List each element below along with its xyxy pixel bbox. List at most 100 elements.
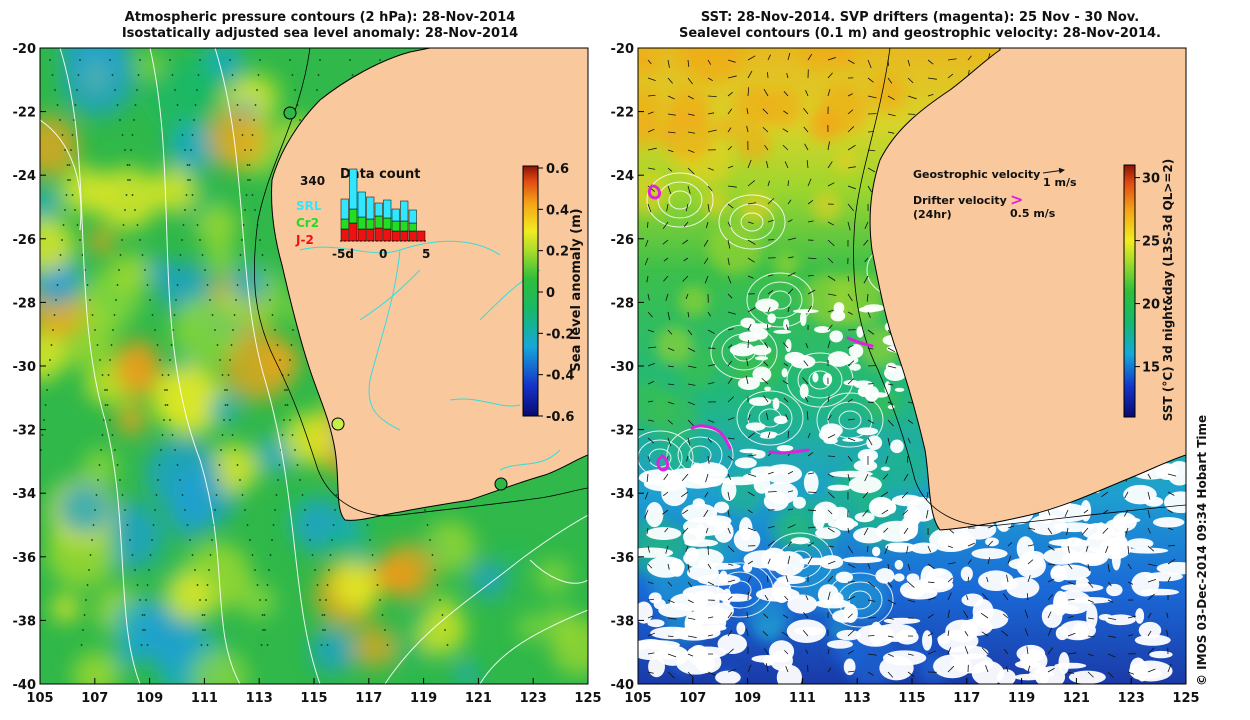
right-shelf-contour xyxy=(853,48,1186,527)
sst-colorbar-label: SST (°C) 3d night&day (L3S-3d QL>=2) xyxy=(1161,159,1175,422)
data-count-bar-7-2 xyxy=(400,200,409,222)
right-lat-label-9: -38 xyxy=(611,614,635,629)
imos-credit: © IMOS 03-Dec-2014 09:34 Hobart Time xyxy=(1195,414,1209,686)
data-count-bar-4-1 xyxy=(374,215,383,229)
left-lon-label-3: 111 xyxy=(191,691,218,706)
right-lat-label-3: -26 xyxy=(611,233,635,248)
data-count-bar-8-0 xyxy=(408,230,417,242)
inset-xtick-0: -5d xyxy=(332,247,354,261)
left-lat-label-7: -34 xyxy=(13,487,37,502)
inset-xtick-2: 5 xyxy=(422,247,430,261)
sla-cb-tick-6: -0.6 xyxy=(546,410,574,425)
right-lon-label-9: 123 xyxy=(1118,691,1145,706)
data-count-bar-0-1 xyxy=(340,218,349,230)
sst-cb-tick-0: 30 xyxy=(1142,172,1160,187)
velocity-legend: Geostrophic velocity 1 m/s Drifter veloc… xyxy=(913,167,1077,221)
sla-cb-tick-2: 0.2 xyxy=(546,245,569,260)
left-lat-label-10: -40 xyxy=(13,678,37,693)
right-lon-label-1: 107 xyxy=(679,691,706,706)
right-map-axes: 105 107 109 111 113 115 117 119 121 123 125 -20 -22 -… xyxy=(611,42,1200,706)
left-lon-label-8: 121 xyxy=(465,691,492,706)
left-lat-label-8: -36 xyxy=(13,551,37,566)
pressure-contours xyxy=(40,48,588,684)
sea-level-contours xyxy=(638,172,934,628)
data-count-bar-3-1 xyxy=(366,218,375,230)
right-lat-label-8: -36 xyxy=(611,551,635,566)
sst-colorbar-ticks: 30 25 20 15 xyxy=(1135,172,1160,376)
right-lon-label-5: 115 xyxy=(898,691,925,706)
data-count-inset: Data count 340 SRL Cr2 J-2 -5d 0 5 xyxy=(295,167,430,261)
sea-level-colorbar xyxy=(522,165,539,417)
left-title-line1: Atmospheric pressure contours (2 hPa): 2… xyxy=(124,10,516,25)
data-count-bar-3-0 xyxy=(366,228,375,242)
australia-landmass-right xyxy=(869,48,1186,531)
left-lon-label-10: 125 xyxy=(574,691,601,706)
svp-drifter-tracks xyxy=(647,184,874,472)
tide-gauge-markers xyxy=(283,106,508,491)
data-count-bar-0-2 xyxy=(340,198,349,220)
sst-cb-tick-1: 25 xyxy=(1142,235,1160,250)
data-count-bar-7-0 xyxy=(400,230,409,242)
data-count-bar-2-2 xyxy=(357,191,366,218)
cloud-mask xyxy=(638,298,1186,684)
sla-cb-tick-0: 0.6 xyxy=(546,162,569,177)
left-lat-label-3: -26 xyxy=(13,233,37,248)
data-count-bar-0-0 xyxy=(340,228,349,242)
drifter-velocity-sub: (24hr) xyxy=(913,208,952,221)
drifter-track-1 xyxy=(846,336,874,348)
sst-cb-tick-3: 15 xyxy=(1142,361,1160,376)
drifter-track-0 xyxy=(647,184,662,200)
right-lon-label-7: 119 xyxy=(1008,691,1035,706)
tide-gauge-1 xyxy=(331,417,345,431)
left-lon-label-7: 119 xyxy=(410,691,437,706)
sla-cb-tick-5: -0.4 xyxy=(546,369,574,384)
right-lat-label-5: -30 xyxy=(611,360,635,375)
left-map-panel xyxy=(40,48,588,684)
data-count-bars xyxy=(340,168,426,242)
sea-level-colorbar-label: Sea level anomaly (m) xyxy=(569,208,584,371)
mission-j2: J-2 xyxy=(295,233,314,247)
right-lat-label-7: -34 xyxy=(611,487,635,502)
data-count-bar-1-2 xyxy=(349,168,358,210)
data-count-bar-5-0 xyxy=(383,228,392,242)
sla-cb-tick-1: 0.4 xyxy=(546,203,569,218)
data-count-bar-4-2 xyxy=(374,202,383,217)
geostrophic-velocity-label: Geostrophic velocity xyxy=(913,168,1040,181)
sla-cb-tick-4: -0.2 xyxy=(546,327,574,342)
data-count-bar-2-1 xyxy=(357,216,366,230)
data-count-bar-4-0 xyxy=(374,227,383,242)
geostrophic-velocity-scale: 1 m/s xyxy=(1043,176,1077,189)
sst-cb-tick-2: 20 xyxy=(1142,298,1160,313)
data-count-bar-7-1 xyxy=(400,220,409,232)
drifter-velocity-label: Drifter velocity xyxy=(913,194,1007,207)
drifter-scale-glyph: > xyxy=(1010,190,1023,209)
altimeter-track-dots xyxy=(40,59,449,646)
right-lon-label-10: 125 xyxy=(1172,691,1199,706)
data-count-title: Data count xyxy=(340,167,420,182)
data-count-bar-5-2 xyxy=(383,199,392,219)
right-map-title: SST: 28-Nov-2014. SVP drifters (magenta)… xyxy=(640,10,1200,42)
left-lon-label-1: 107 xyxy=(81,691,108,706)
left-rivers xyxy=(299,240,561,471)
left-lon-label-4: 113 xyxy=(246,691,273,706)
right-lat-label-10: -40 xyxy=(611,678,635,693)
left-lon-label-0: 105 xyxy=(26,691,53,706)
drifter-track-2 xyxy=(690,424,732,450)
australia-landmass xyxy=(271,48,588,521)
left-lat-label-2: -24 xyxy=(13,169,37,184)
sst-colorbar xyxy=(1123,164,1136,418)
data-count-bar-3-2 xyxy=(366,196,375,220)
right-lon-label-4: 113 xyxy=(844,691,871,706)
left-title-line2: Isostatically adjusted sea level anomaly… xyxy=(121,26,519,41)
left-map-axes: 105 107 109 111 113 115 117 119 121 123 125 -20 -22 -… xyxy=(13,42,602,706)
left-lat-label-9: -38 xyxy=(13,614,37,629)
right-lat-label-2: -24 xyxy=(611,169,635,184)
right-colorbar: 30 25 20 15 SST (°C) 3d night&day (L3S-3d Q… xyxy=(1123,159,1175,422)
inset-xtick-1: 0 xyxy=(379,247,387,261)
data-count-bar-9-0 xyxy=(417,230,426,242)
left-lat-label-6: -32 xyxy=(13,424,37,439)
right-lon-label-2: 109 xyxy=(734,691,761,706)
right-title-line1: SST: 28-Nov-2014. SVP drifters (magenta)… xyxy=(700,10,1140,25)
data-count-bar-8-1 xyxy=(408,222,417,232)
